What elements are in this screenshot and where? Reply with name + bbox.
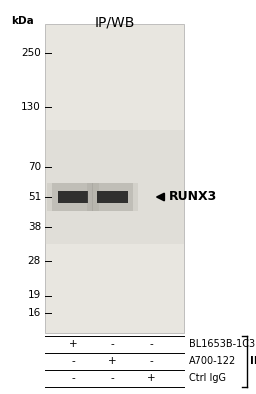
Text: 38: 38 <box>28 221 41 232</box>
Text: -: - <box>149 339 153 349</box>
Text: 16: 16 <box>28 308 41 318</box>
Bar <box>52 183 93 211</box>
Text: -: - <box>71 356 75 366</box>
Text: 250: 250 <box>21 48 41 58</box>
Bar <box>58 191 88 203</box>
Bar <box>45 130 184 244</box>
Text: 130: 130 <box>21 102 41 112</box>
Text: -: - <box>111 339 114 349</box>
Text: 28: 28 <box>28 256 41 266</box>
Bar <box>87 183 138 211</box>
Bar <box>97 191 128 203</box>
Text: 70: 70 <box>28 162 41 173</box>
Text: IP: IP <box>250 356 256 366</box>
Text: 19: 19 <box>28 290 41 301</box>
Text: -: - <box>111 373 114 383</box>
Text: kDa: kDa <box>12 16 34 26</box>
Text: A700-122: A700-122 <box>189 356 236 366</box>
Text: 51: 51 <box>28 192 41 202</box>
Bar <box>92 183 133 211</box>
Text: IP/WB: IP/WB <box>94 16 135 30</box>
Text: Ctrl IgG: Ctrl IgG <box>189 373 226 383</box>
Text: +: + <box>69 339 77 349</box>
Text: RUNX3: RUNX3 <box>169 191 217 203</box>
Text: BL1653B-1C3: BL1653B-1C3 <box>189 339 255 349</box>
Text: +: + <box>108 356 117 366</box>
Text: +: + <box>147 373 155 383</box>
Text: -: - <box>71 373 75 383</box>
Text: -: - <box>149 356 153 366</box>
Bar <box>47 183 99 211</box>
Bar <box>45 24 184 333</box>
